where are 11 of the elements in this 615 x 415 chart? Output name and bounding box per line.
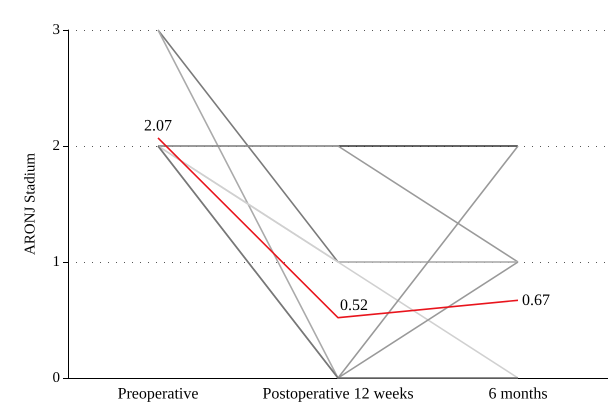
x-tick-label: 6 months [488, 386, 548, 402]
y-tick-label: 0 [52, 370, 60, 386]
y-axis-title: ARONJ Stadium [22, 152, 38, 256]
y-tick-label: 3 [52, 22, 60, 38]
data-label: 0.67 [522, 292, 550, 309]
y-tick-label: 2 [52, 138, 60, 154]
y-tick-label: 1 [52, 254, 60, 270]
x-tick-label: Postoperative 12 weeks [262, 386, 414, 402]
x-tick-label: Preoperative [118, 386, 198, 402]
data-label: 2.07 [144, 117, 172, 134]
data-label: 0.52 [340, 297, 368, 314]
